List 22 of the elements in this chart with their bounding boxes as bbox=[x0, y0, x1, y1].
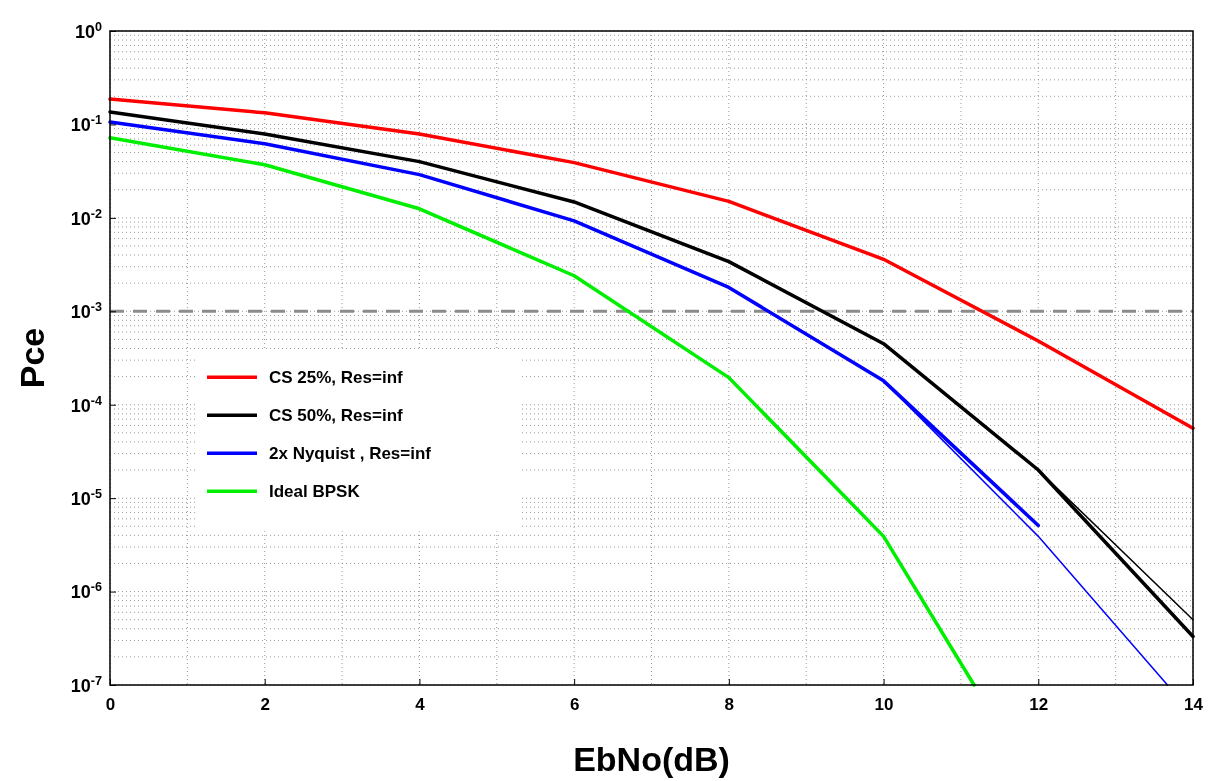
y-axis-title: Pce bbox=[13, 327, 51, 389]
y-tick-label: 10$^{-2}$ bbox=[70, 206, 102, 229]
y-tick-label: 10$^{-3}$ bbox=[70, 300, 102, 323]
y-tick-label: 10$^{-7}$ bbox=[70, 673, 102, 696]
x-tick-label: 10 bbox=[874, 695, 894, 715]
x-tick-label: 2 bbox=[260, 695, 270, 715]
y-tick-label: 10$^{-4}$ bbox=[70, 393, 102, 416]
x-tick-label: 0 bbox=[105, 695, 116, 715]
y-tick-label: 10$^{0}$ bbox=[74, 19, 102, 42]
y-tick-label: 10$^{-6}$ bbox=[70, 580, 102, 603]
x-axis-title: EbNo(dB) bbox=[573, 740, 730, 778]
legend-label: Ideal BPSK bbox=[269, 482, 361, 502]
x-tick-label: 8 bbox=[724, 695, 735, 715]
x-tick-label: 14 bbox=[1184, 695, 1204, 715]
x-tick-label: 6 bbox=[569, 695, 580, 715]
legend-label: CS 50%, Res=inf bbox=[269, 406, 404, 426]
y-tick-label: 10$^{-5}$ bbox=[70, 486, 102, 509]
y-tick-label: 10$^{-1}$ bbox=[70, 113, 102, 136]
x-tick-label: 12 bbox=[1029, 695, 1049, 715]
legend-label: 2x Nyquist , Res=inf bbox=[269, 444, 432, 464]
x-tick-label: 4 bbox=[415, 695, 426, 715]
legend-label: CS 25%, Res=inf bbox=[269, 368, 404, 388]
